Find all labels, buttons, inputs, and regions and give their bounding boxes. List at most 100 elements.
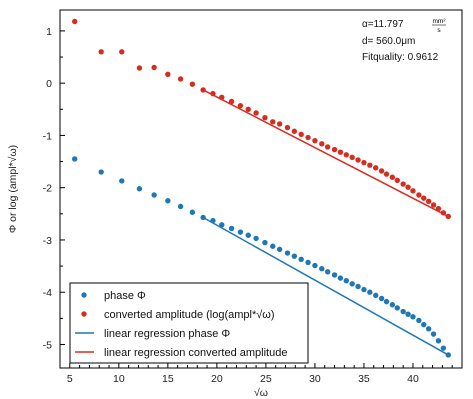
x-tick-label: 35 [358,373,370,385]
data-point [405,184,411,190]
legend-marker [81,311,87,317]
data-point [245,106,251,112]
y-tick-label: 1 [46,26,52,38]
data-point [270,243,276,249]
data-point [151,64,157,71]
data-point [343,278,350,284]
regression-line [202,89,449,218]
data-point [136,65,143,71]
regression-lines [202,89,449,356]
x-axis-ticks: 5 10 15 20 25 30 35 40 [59,363,453,385]
data-point [276,246,283,253]
data-point [378,295,385,302]
y-tick-label: -4 [43,287,52,299]
data-point [210,90,216,97]
data-point [119,178,125,184]
data-point [253,235,259,242]
data-point [262,239,268,246]
data-point [440,345,447,351]
data-point [298,256,304,262]
y-tick-label: -1 [43,130,52,142]
data-point [361,286,367,293]
data-point [228,225,235,232]
data-point [355,283,361,290]
x-tick-label: 20 [211,373,223,385]
data-point [349,281,355,287]
data-point [331,146,338,153]
data-point [421,321,427,328]
data-point [421,195,427,201]
legend-label: linear regression phase Φ [104,328,230,340]
data-point [98,169,104,175]
legend-box [69,282,309,364]
x-tick-label: 25 [260,373,272,385]
data-point [237,229,244,235]
legend: phase Φ converted amplitude (log(ampl*√ω)… [69,282,309,364]
data-point [400,181,406,187]
x-tick-label: 15 [162,373,174,385]
data-point [378,168,385,174]
data-point [305,134,311,141]
legend-label: linear regression converted amplitude [104,347,287,359]
fit-quality-value: Fitquality: 0.9612 [362,52,439,63]
data-point [253,110,259,116]
data-point [319,266,325,272]
data-point [270,119,276,125]
data-point [262,114,268,121]
data-point [383,171,390,177]
data-point [189,209,196,215]
fit-annotation: α=11.797 mm² s d= 560.0μm Fitquality: 0.… [362,18,446,63]
data-point [430,331,437,337]
data-point [430,202,437,208]
data-point [435,338,442,344]
data-point [276,121,283,127]
data-point [337,149,344,155]
data-point [400,308,406,315]
data-point [72,156,78,162]
data-points [72,18,451,358]
data-point [389,302,396,308]
data-point [136,186,143,192]
data-point [361,159,367,166]
data-point [373,165,379,171]
data-point [291,253,298,259]
legend-label: phase Φ [104,290,146,302]
x-tick-label: 30 [309,373,321,385]
y-tick-label: 0 [46,78,52,90]
data-point [312,137,318,144]
data-point [367,162,373,168]
data-point [189,81,196,87]
data-point [383,298,390,305]
data-point [394,305,400,311]
alpha-unit-denominator: s [437,27,441,34]
y-axis-label: Φ or log (ampl*√ω) [7,145,19,233]
data-point [324,144,331,150]
data-point [367,289,373,295]
data-point [425,198,432,204]
data-point [416,192,422,198]
data-point [319,141,325,147]
data-point [98,49,104,55]
data-point [245,232,251,238]
y-axis-ticks: 1 0 -1 -2 -3 -4 -5 [43,26,65,351]
data-point [435,205,442,212]
legend-marker [81,292,87,298]
data-point [177,203,184,210]
data-point [284,124,291,131]
data-point [210,217,216,224]
legend-label: converted amplitude (log(ampl*√ω) [104,309,275,321]
x-tick-label: 10 [113,373,125,385]
data-point [165,198,171,204]
data-point [177,76,184,82]
x-axis-label: √ω [254,387,268,399]
y-tick-label: -3 [43,235,52,247]
x-tick-label: 5 [67,373,73,385]
y-tick-label: -5 [43,339,52,351]
data-point [219,222,225,228]
data-point [151,192,157,198]
data-point [219,94,225,100]
data-point [343,152,350,158]
data-point [331,272,338,278]
data-point [305,259,311,266]
